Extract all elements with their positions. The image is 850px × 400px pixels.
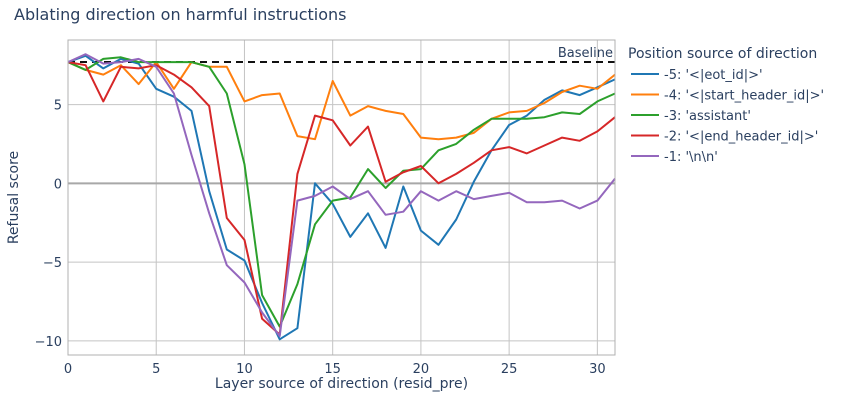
legend-item-label: -4: '<|start_header_id|>': [664, 89, 824, 104]
x-axis-ticks: 0 5 10 15 20 25 30: [64, 362, 606, 377]
legend-item-label: -2: '<|end_header_id|>': [664, 130, 818, 145]
chart-title: Ablating direction on harmful instructio…: [14, 5, 347, 24]
series-lines: [67, 53, 616, 341]
legend-title: Position source of direction: [628, 46, 817, 62]
plot-frame: [67, 39, 616, 356]
legend-item-label: -3: 'assistant': [664, 109, 751, 124]
legend-item-label: -5: '<|eot_id|>': [664, 68, 763, 83]
x-tick-label: 5: [152, 362, 160, 377]
x-tick-label: 30: [589, 362, 606, 377]
y-tick-label: 0: [54, 177, 62, 192]
series-line-5: [67, 53, 616, 338]
x-tick-label: 25: [501, 362, 518, 377]
legend-item-label: -1: '\n\n': [664, 150, 718, 165]
y-axis-title: Refusal score: [6, 151, 22, 244]
x-axis-title: Layer source of direction (resid_pre): [215, 376, 468, 392]
grid-lines: [67, 40, 615, 355]
baseline: Baseline: [68, 46, 615, 64]
series-line-3: [67, 56, 616, 328]
y-tick-label: −5: [43, 256, 62, 271]
series-line-1: [67, 54, 616, 341]
y-tick-label: 5: [54, 99, 62, 114]
x-tick-label: 0: [64, 362, 72, 377]
series-line-4: [67, 61, 616, 336]
y-axis-ticks: −10 −5 0 5: [35, 99, 62, 350]
y-tick-label: −10: [35, 335, 62, 350]
plot-area: [68, 40, 615, 355]
x-tick-label: 20: [413, 362, 430, 377]
legend: Position source of direction -5: '<|eot_…: [628, 46, 824, 165]
x-tick-label: 10: [236, 362, 253, 377]
x-tick-label: 15: [324, 362, 341, 377]
baseline-label: Baseline: [558, 46, 613, 61]
